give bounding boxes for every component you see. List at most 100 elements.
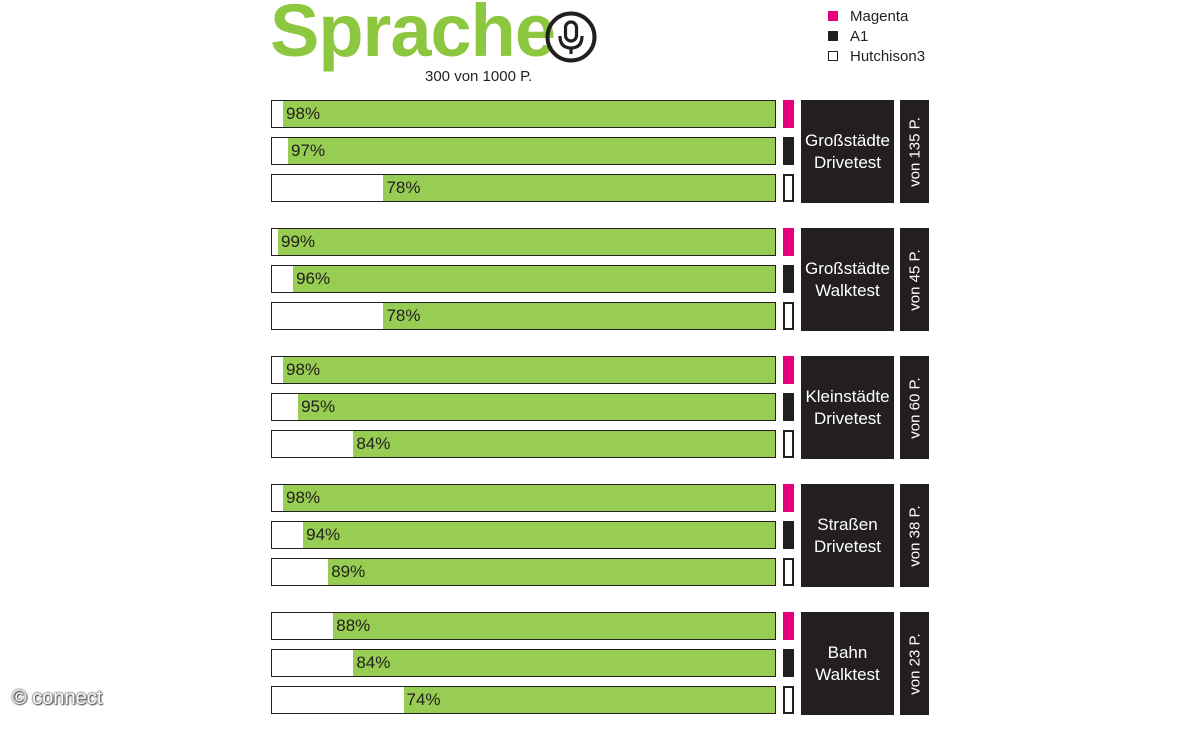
bar-group: 88% 84% 74% Bahn Walktest von 23 P.: [271, 612, 931, 715]
points-label: von 38 P.: [906, 504, 923, 567]
bar-group: 99% 96% 78% Großstädte Walktest von 45 P.: [271, 228, 931, 331]
bar-magenta: 98%: [271, 484, 776, 512]
bar-hutchison3: 89%: [271, 558, 776, 586]
category-box: Straßen Drivetest: [801, 484, 894, 587]
data-label: 95%: [301, 397, 336, 416]
legend: Magenta A1 Hutchison3: [828, 6, 925, 66]
series-marker-a1: [783, 137, 794, 165]
points-box: von 135 P.: [900, 100, 929, 203]
bar-magenta: 98%: [271, 100, 776, 128]
data-label: 94%: [306, 525, 341, 544]
legend-swatch-a1: [828, 31, 838, 41]
bar-a1: 94%: [271, 521, 776, 549]
series-marker-magenta: [783, 356, 794, 384]
series-marker-a1: [783, 521, 794, 549]
chart-title: Sprache: [270, 0, 556, 72]
bar-fill: [353, 650, 775, 676]
legend-label-magenta: Magenta: [850, 7, 909, 25]
data-label: 98%: [286, 360, 321, 379]
category-box: Großstädte Drivetest: [801, 100, 894, 203]
series-marker-magenta: [783, 228, 794, 256]
category-label: Straßen Drivetest: [813, 515, 882, 556]
bar-a1: 84%: [271, 649, 776, 677]
category-box: Bahn Walktest: [801, 612, 894, 715]
category-label: Bahn Walktest: [815, 643, 880, 684]
legend-label-hutchison3: Hutchison3: [850, 47, 926, 65]
points-box: von 45 P.: [900, 228, 929, 331]
bar-fill: [353, 431, 775, 457]
bar-fill: [328, 559, 775, 585]
data-label: 96%: [296, 269, 331, 288]
bar-hutchison3: 78%: [271, 174, 776, 202]
bar-hutchison3: 74%: [271, 686, 776, 714]
points-label: von 23 P.: [906, 632, 923, 695]
series-marker-magenta: [783, 100, 794, 128]
series-marker-hutchison3: [783, 302, 794, 330]
bar-magenta: 88%: [271, 612, 776, 640]
points-box: von 38 P.: [900, 484, 929, 587]
bar-group: 98% 95% 84% Kleinstädte Drivetest von 60 P.: [271, 356, 931, 459]
series-marker-magenta: [783, 484, 794, 512]
bar-group: 98% 94% 89% Straßen Drivetest von 38 P.: [271, 484, 931, 587]
bar-fill: [383, 303, 775, 329]
legend-item-hutchison3: Hutchison3: [828, 46, 925, 66]
series-marker-hutchison3: [783, 686, 794, 714]
legend-item-a1: A1: [828, 26, 925, 46]
bar-fill: [403, 687, 775, 713]
series-marker-hutchison3: [783, 558, 794, 586]
data-label: 89%: [331, 562, 366, 581]
legend-swatch-hutchison3: [828, 51, 838, 61]
bar-fill: [283, 485, 775, 511]
series-marker-a1: [783, 649, 794, 677]
points-label: von 45 P.: [906, 248, 923, 311]
bar-fill: [383, 175, 775, 201]
data-label: 84%: [356, 434, 391, 453]
data-label: 84%: [356, 653, 391, 672]
bar-a1: 97%: [271, 137, 776, 165]
series-marker-magenta: [783, 612, 794, 640]
bar-fill: [278, 229, 775, 255]
bar-fill: [283, 101, 775, 127]
legend-item-magenta: Magenta: [828, 6, 925, 26]
bar-a1: 96%: [271, 265, 776, 293]
microphone-icon: [545, 11, 597, 63]
bar-fill: [293, 266, 775, 292]
data-label: 98%: [286, 488, 321, 507]
category-label: Kleinstädte Drivetest: [805, 387, 890, 428]
data-label: 78%: [386, 306, 421, 325]
bar-fill: [288, 138, 775, 164]
bar-fill: [303, 522, 775, 548]
category-box: Großstädte Walktest: [801, 228, 894, 331]
series-marker-a1: [783, 265, 794, 293]
bar-magenta: 98%: [271, 356, 776, 384]
category-label: Großstädte Drivetest: [804, 131, 891, 172]
bar-fill: [298, 394, 775, 420]
points-label: von 60 P.: [906, 376, 923, 439]
copyright-notice: © connect: [12, 687, 103, 709]
bar-a1: 95%: [271, 393, 776, 421]
category-label: Großstädte Walktest: [804, 259, 891, 300]
data-label: 99%: [281, 232, 316, 251]
points-box: von 60 P.: [900, 356, 929, 459]
chart-subtitle: 300 von 1000 P.: [425, 68, 533, 85]
data-label: 97%: [291, 141, 326, 160]
legend-swatch-magenta: [828, 11, 838, 21]
data-label: 88%: [336, 616, 371, 635]
data-label: 74%: [406, 690, 441, 709]
series-marker-hutchison3: [783, 174, 794, 202]
bar-group: 98% 97% 78% Großstädte Drivetest von 135 P.: [271, 100, 931, 203]
data-label: 98%: [286, 104, 321, 123]
series-marker-a1: [783, 393, 794, 421]
legend-label-a1: A1: [850, 27, 869, 45]
bar-hutchison3: 78%: [271, 302, 776, 330]
category-box: Kleinstädte Drivetest: [801, 356, 894, 459]
points-box: von 23 P.: [900, 612, 929, 715]
data-label: 78%: [386, 178, 421, 197]
bar-magenta: 99%: [271, 228, 776, 256]
bar-fill: [283, 357, 775, 383]
bar-fill: [333, 613, 775, 639]
bar-groups: 98% 97% 78% Großstädte Drivetest von 135 P. 9…: [271, 100, 931, 740]
series-marker-hutchison3: [783, 430, 794, 458]
points-label: von 135 P.: [906, 116, 923, 187]
bar-hutchison3: 84%: [271, 430, 776, 458]
